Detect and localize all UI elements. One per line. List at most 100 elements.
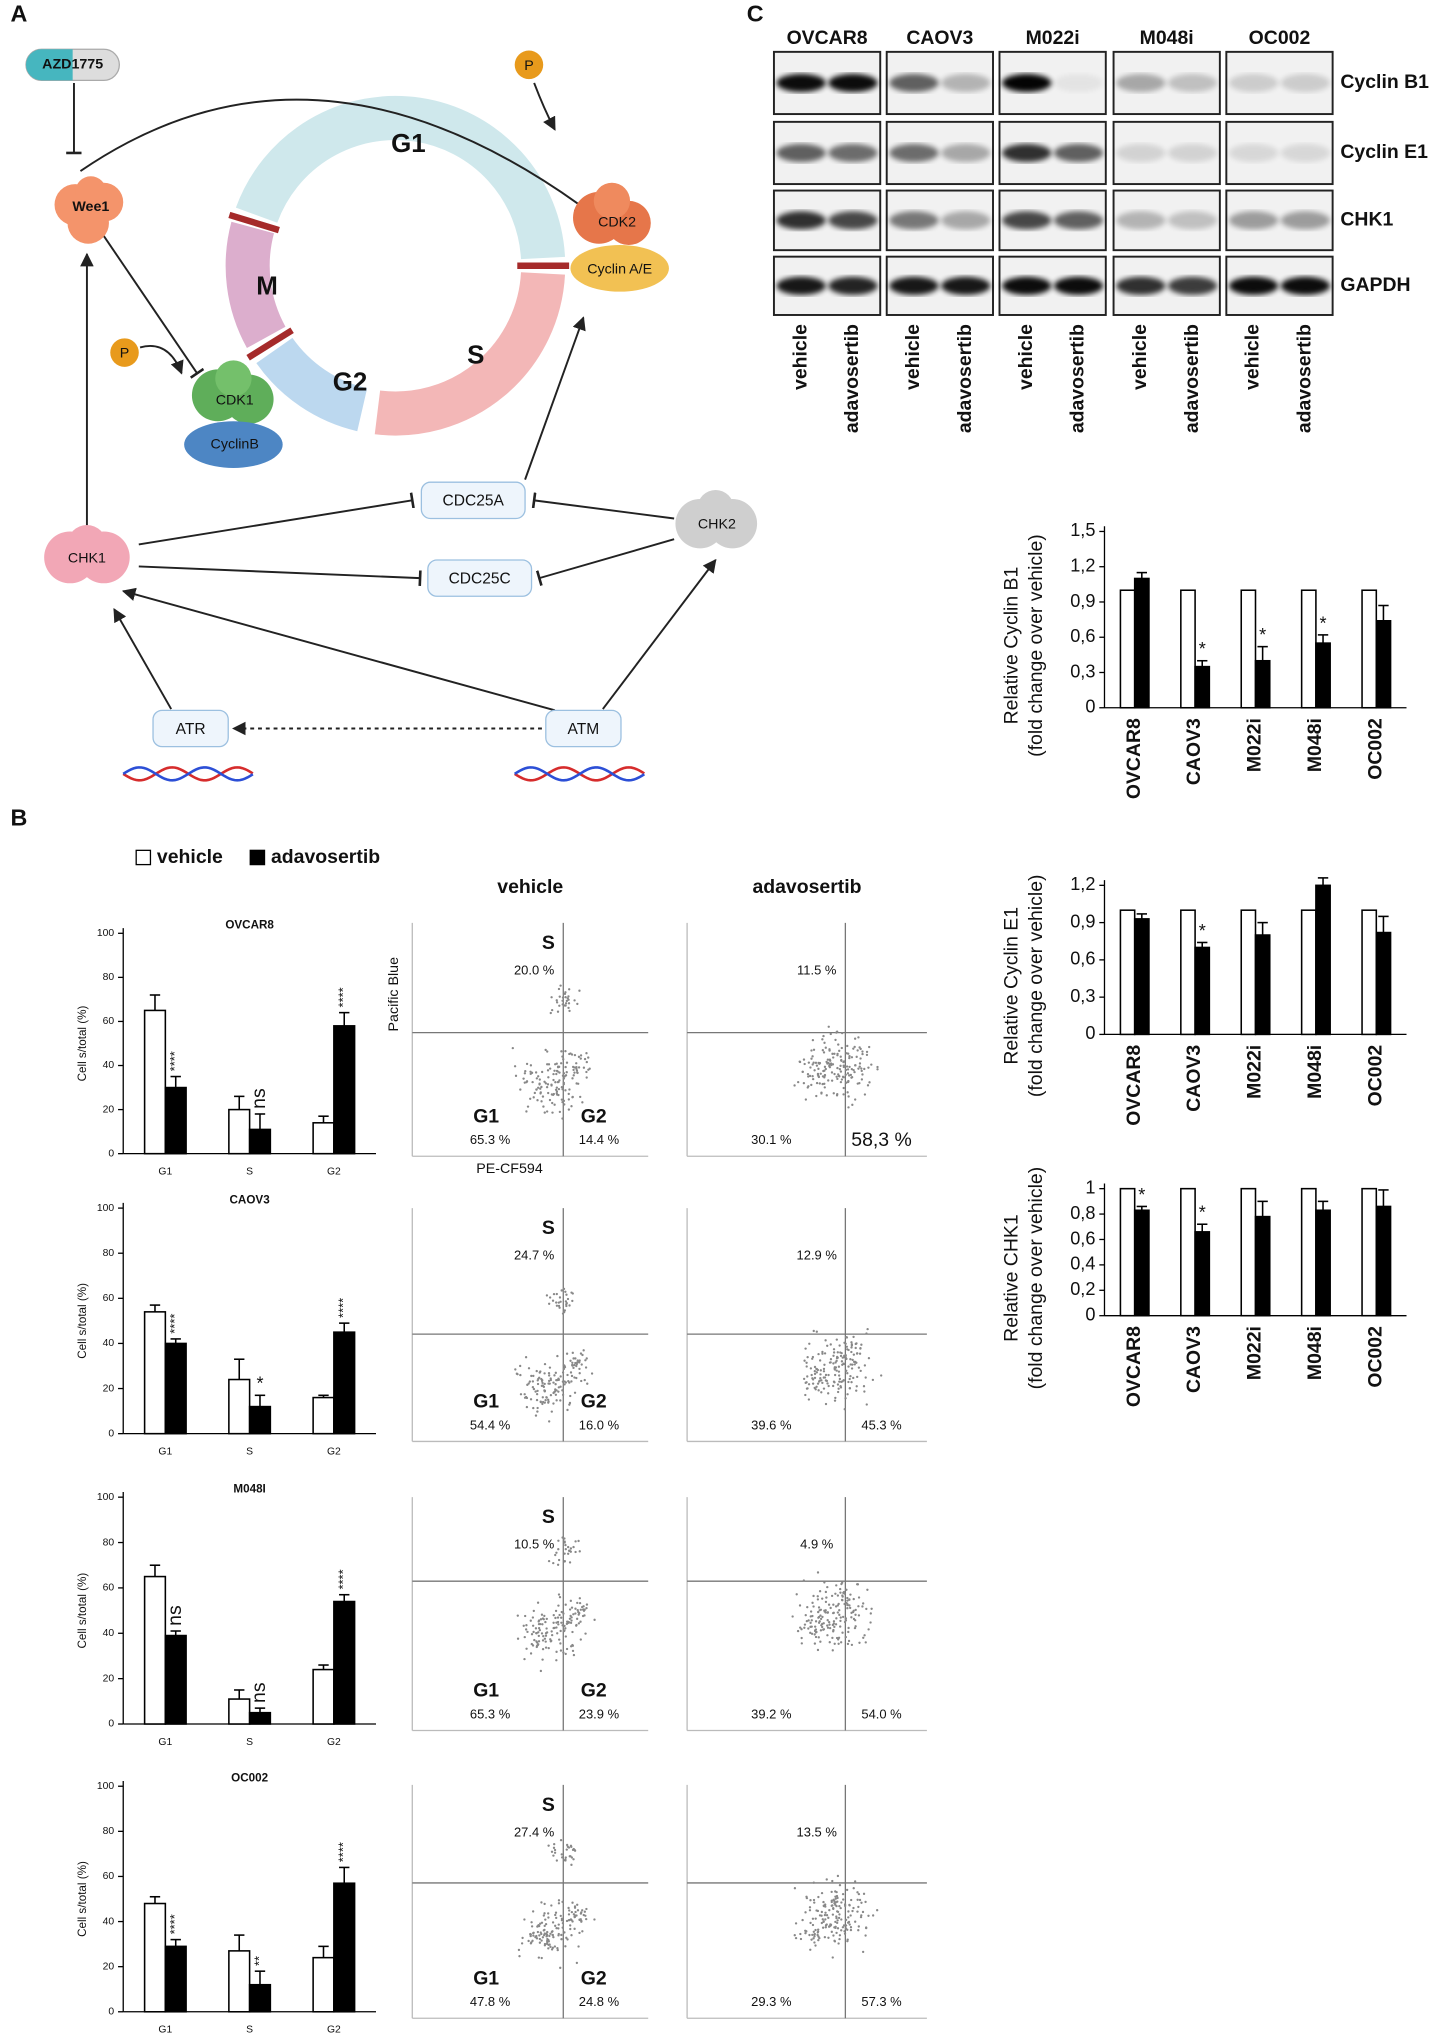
flow-event <box>861 1073 864 1076</box>
flow-event <box>811 1055 814 1058</box>
flow-event <box>805 1381 808 1384</box>
blot-band <box>1002 73 1052 93</box>
flow-event <box>828 1049 831 1052</box>
bar <box>164 1634 187 1725</box>
flow-event <box>842 1591 845 1594</box>
flow-event <box>565 1293 568 1296</box>
flow-event <box>584 1359 587 1362</box>
flow-event <box>563 1541 566 1544</box>
quadrant-name: G2 <box>581 1968 607 1990</box>
bar <box>248 1405 272 1435</box>
flow-event <box>861 1605 864 1608</box>
flow-event <box>844 1635 847 1639</box>
x-tick-label: M022i <box>1244 718 1266 772</box>
flow-event <box>557 1902 561 1905</box>
cdc25a-box <box>420 481 526 520</box>
flow-event <box>559 1300 562 1303</box>
y-tick-label: 0,4 <box>1070 1254 1095 1274</box>
flow-event <box>552 1846 556 1849</box>
flow-event <box>824 1046 827 1049</box>
flow-event <box>578 1550 581 1553</box>
flow-event <box>836 1611 839 1614</box>
y-tick-label: 40 <box>103 1916 115 1927</box>
flow-event <box>571 1644 575 1647</box>
flow-event <box>554 1063 557 1066</box>
flow-event <box>550 1850 554 1853</box>
flow-event <box>834 1366 838 1369</box>
flow-event <box>859 1347 862 1350</box>
flow-event <box>818 1082 821 1085</box>
flow-event <box>854 1625 857 1628</box>
flow-event <box>543 1637 547 1640</box>
flow-event <box>841 1631 844 1634</box>
flow-event <box>547 1943 550 1947</box>
y-tick-label: 0 <box>108 1428 114 1439</box>
blot-band <box>1280 73 1331 93</box>
flow-event <box>822 1628 825 1631</box>
y-tick-label: 20 <box>103 1961 115 1972</box>
flow-event <box>549 1394 553 1397</box>
y-tick-label: 20 <box>103 1104 115 1115</box>
flow-event <box>857 1905 860 1909</box>
blot-band <box>1168 143 1218 163</box>
flow-event <box>836 1910 839 1913</box>
flow-event <box>554 1924 557 1927</box>
flow-event <box>831 1913 835 1916</box>
flow-event <box>570 1856 574 1859</box>
flow-event <box>845 1345 849 1348</box>
flow-event <box>816 1382 820 1385</box>
flow-event <box>857 1067 860 1070</box>
flow-event <box>848 1377 851 1381</box>
flow-event <box>546 1930 549 1934</box>
quadrant-value: 58,3 % <box>851 1129 912 1151</box>
flow-event <box>797 1080 800 1084</box>
flow-event <box>842 1086 845 1090</box>
flow-event <box>564 1547 567 1551</box>
quadrant-value: 39.6 % <box>751 1417 792 1432</box>
flow-event <box>833 1642 836 1645</box>
flow-event <box>554 1911 558 1914</box>
flow-event <box>569 1394 572 1398</box>
flow-event <box>553 1842 556 1846</box>
x-tick-label: OVCAR8 <box>1123 718 1145 799</box>
flow-event <box>860 1078 864 1081</box>
significance: ns <box>248 1682 270 1703</box>
significance: **** <box>167 1314 182 1334</box>
protein-label: CHK1 <box>1340 209 1393 231</box>
x-tick-label: G1 <box>158 1737 172 1748</box>
flow-event <box>561 1055 564 1058</box>
bar <box>1315 884 1331 1036</box>
flow-event <box>547 1063 551 1066</box>
quadrant-value: 13.5 % <box>797 1824 838 1839</box>
flow-event <box>813 1642 817 1645</box>
flow-event <box>793 1887 797 1890</box>
flow-event <box>838 1068 842 1071</box>
significance: * <box>1199 639 1206 659</box>
flow-event <box>850 1343 854 1346</box>
flow-event <box>561 1389 564 1392</box>
flow-event <box>575 1065 578 1069</box>
flow-event <box>557 1539 560 1542</box>
flow-event <box>550 1093 554 1096</box>
bar <box>1300 1187 1317 1317</box>
flow-event <box>844 1904 847 1908</box>
flow-event <box>555 1389 558 1392</box>
flow-event <box>848 1606 852 1610</box>
flow-event <box>532 1609 535 1613</box>
quadrant-value: 54.0 % <box>861 1706 902 1721</box>
flow-event <box>540 1921 544 1924</box>
flow-event <box>831 1649 834 1652</box>
flow-event <box>850 1076 853 1079</box>
flow-event <box>514 1074 518 1077</box>
flow-event <box>852 1068 855 1072</box>
flow-event <box>540 1384 544 1387</box>
flow-event <box>563 1560 566 1563</box>
flow-event <box>540 1939 543 1942</box>
flow-event <box>858 1082 861 1085</box>
flow-event <box>550 1008 554 1012</box>
flow-event <box>839 1906 842 1910</box>
significance: **** <box>336 1298 351 1318</box>
flow-event <box>832 1351 836 1354</box>
flow-event <box>558 1613 561 1617</box>
flow-event <box>812 1605 815 1608</box>
